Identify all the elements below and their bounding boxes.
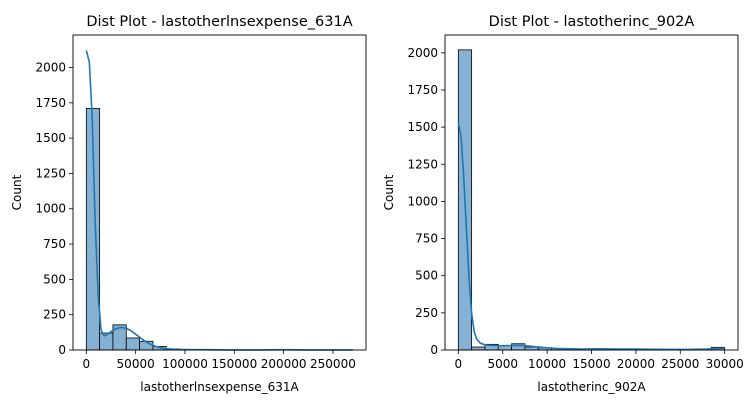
y-tick-label: 1250	[407, 157, 438, 171]
y-tick-label: 1250	[35, 166, 66, 180]
x-tick-label: 200000	[261, 357, 307, 371]
y-tick-label: 1500	[407, 120, 438, 134]
plot-frame	[444, 34, 739, 351]
x-tick-label: 250000	[310, 357, 356, 371]
y-tick-label: 750	[415, 232, 438, 246]
y-tick-label: 2000	[407, 46, 438, 60]
kde-line	[457, 122, 725, 351]
y-tick-label: 0	[430, 343, 438, 357]
histogram-bar	[125, 337, 140, 351]
y-tick-label: 2000	[35, 60, 66, 74]
x-tick-label: 10000	[528, 357, 566, 371]
y-tick-label: 500	[43, 272, 66, 286]
chart-lastotherlnsexpense: Dist Plot - lastotherlnsexpense_631A las…	[10, 14, 367, 394]
y-tick-label: 0	[58, 343, 66, 357]
y-tick-label: 750	[43, 237, 66, 251]
y-tick-label: 250	[43, 308, 66, 322]
x-tick-label: 100000	[162, 357, 208, 371]
x-tick-label: 20000	[617, 357, 655, 371]
x-tick-label: 15000	[572, 357, 610, 371]
x-tick-label: 0	[454, 357, 462, 371]
chart-title: Dist Plot - lastotherlnsexpense_631A	[86, 14, 352, 30]
y-tick-label: 1500	[35, 131, 66, 145]
plot-frame	[72, 34, 367, 351]
y-tick-label: 1750	[407, 83, 438, 97]
x-tick-label: 0	[82, 357, 90, 371]
x-tick-label: 30000	[706, 357, 744, 371]
x-tick-label: 150000	[211, 357, 257, 371]
x-tick-label: 5000	[487, 357, 518, 371]
x-axis-label: lastotherlnsexpense_631A	[140, 380, 299, 394]
x-axis-label: lastotherinc_902A	[537, 380, 646, 394]
y-tick-label: 250	[415, 306, 438, 320]
y-tick-label: 500	[415, 269, 438, 283]
y-axis-label: Count	[382, 174, 396, 210]
y-tick-label: 1750	[35, 96, 66, 110]
x-tick-label: 25000	[661, 357, 699, 371]
kde-line	[85, 50, 353, 351]
chart-lastotherinc: Dist Plot - lastotherinc_902A lastotheri…	[382, 14, 744, 394]
y-axis-label: Count	[10, 174, 24, 210]
x-tick-label: 50000	[117, 357, 155, 371]
chart-title: Dist Plot - lastotherinc_902A	[489, 14, 695, 30]
y-tick-label: 1000	[35, 202, 66, 216]
y-tick-label: 1000	[407, 194, 438, 208]
